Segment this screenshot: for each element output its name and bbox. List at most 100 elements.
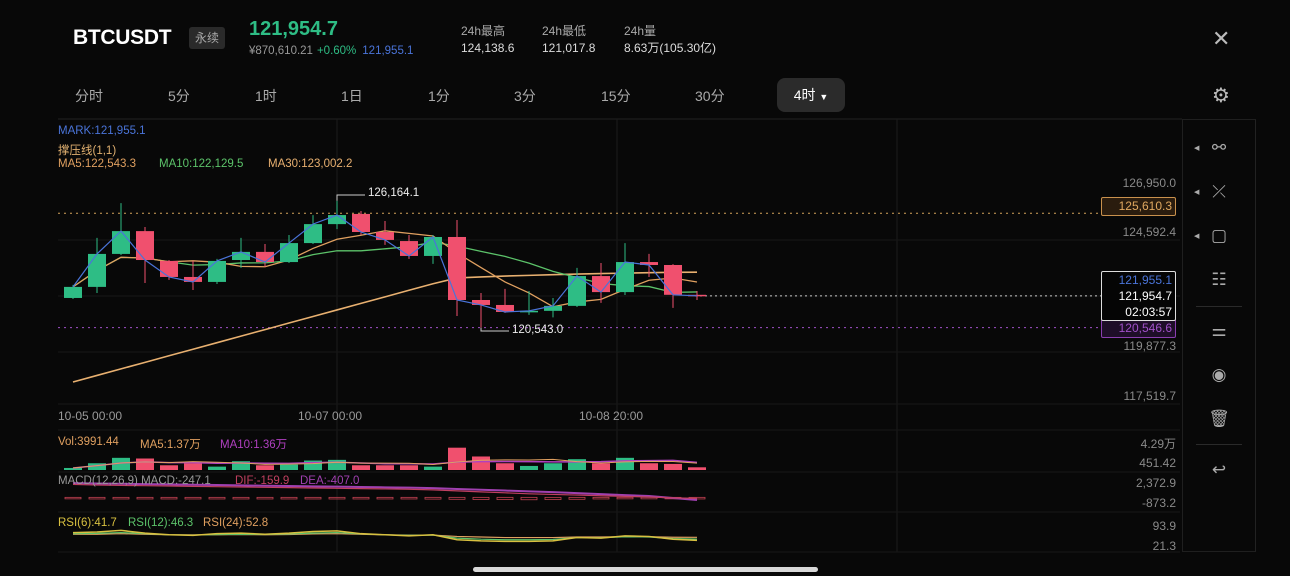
vol-ma5-legend: MA5:1.37万: [140, 439, 201, 451]
candle-body: [568, 276, 586, 306]
volume-bar: [232, 461, 250, 470]
macd-histogram-bar: [112, 496, 130, 500]
stat-label: 24h最低: [542, 24, 587, 38]
trend-line-icon[interactable]: ⚯: [1211, 138, 1227, 157]
high-annotation: 126,164.1: [368, 187, 420, 199]
toolbar-divider: [1196, 306, 1242, 307]
tab-1d[interactable]: 1日: [341, 88, 363, 104]
candle-body: [160, 260, 178, 277]
time-label: 10-05 00:00: [58, 409, 123, 423]
tab-3m[interactable]: 3分: [514, 88, 536, 104]
gear-icon[interactable]: ⚙: [1212, 85, 1230, 107]
volume-bar: [496, 463, 514, 470]
candle-body: [328, 215, 346, 225]
indicator-layout-icon[interactable]: ⚌: [1211, 321, 1227, 340]
macd-histogram-bar: [208, 496, 226, 500]
resistance-price-tag: 125,610.3: [1101, 197, 1176, 216]
macd-histogram-bar: [544, 496, 562, 501]
tab-1h[interactable]: 1时: [255, 88, 277, 104]
drawing-toolbar: [1182, 119, 1256, 552]
candle-body: [376, 232, 394, 240]
volume-bar: [568, 459, 586, 470]
candle-body: [472, 299, 490, 305]
home-indicator[interactable]: [473, 567, 818, 572]
candle-body: [616, 262, 634, 293]
candle-body: [592, 276, 610, 293]
undo-icon[interactable]: ↩: [1211, 460, 1227, 479]
support-price-tag: 120,546.6: [1101, 319, 1176, 338]
mark-price: 121,955.1: [362, 45, 414, 57]
volume-bar: [664, 463, 682, 470]
expand-triangle-icon[interactable]: ◀: [1194, 233, 1200, 240]
candle-body: [232, 251, 250, 261]
volume-bar: [688, 467, 706, 470]
macd-histogram-bar: [496, 496, 514, 501]
caret-down-icon: ▼: [819, 92, 829, 102]
macd-histogram-bar: [424, 496, 442, 500]
candle-body: [304, 224, 322, 244]
macd-histogram-bar: [592, 496, 610, 500]
volume-bar: [256, 465, 274, 470]
ma5-legend: MA5:122,543.3: [58, 158, 137, 170]
tab-timeline[interactable]: 分时: [75, 88, 103, 104]
expand-triangle-icon[interactable]: ◀: [1194, 189, 1200, 196]
trash-icon[interactable]: 🗑: [1208, 409, 1230, 428]
low-annotation-connector: [480, 327, 509, 332]
macd-histogram-bar: [616, 496, 634, 500]
last-price: 121,954.7: [249, 18, 338, 40]
macd-histogram-bar: [88, 496, 106, 500]
vol-ma5-line: [72, 458, 698, 469]
price-tick: 119,877.3: [1123, 339, 1177, 353]
volume-bar: [112, 457, 130, 470]
rectangle-icon[interactable]: ▢: [1210, 226, 1228, 245]
volume-bar: [520, 465, 538, 470]
price-tick: 117,519.7: [1123, 389, 1177, 403]
macd-histogram-bar: [352, 496, 370, 500]
macd-histogram-bar: [184, 496, 202, 500]
tab-5m[interactable]: 5分: [168, 88, 190, 104]
candle-body: [520, 310, 538, 313]
dif-legend: DIF:-159.9: [235, 475, 290, 487]
rsi6-legend: RSI(6):41.7: [58, 517, 117, 529]
rsi-tick: 93.9: [1152, 519, 1176, 533]
macd-tick: -873.2: [1141, 496, 1176, 510]
stat-label: 24h量: [624, 24, 657, 38]
macd-histogram-bar: [520, 496, 538, 501]
volume-bar: [64, 467, 82, 470]
volume-bar: [448, 447, 466, 470]
macd-histogram-bar: [136, 496, 154, 500]
macd-histogram-bar: [568, 496, 586, 500]
tab-4h-dropdown[interactable]: 4时 ▼: [777, 78, 845, 112]
tab-4h-label: 4时: [793, 87, 816, 103]
volume-bar: [88, 463, 106, 470]
eye-icon[interactable]: ◉: [1211, 365, 1227, 384]
candle-body: [352, 213, 370, 233]
volume-bar: [280, 464, 298, 470]
symbol-title[interactable]: BTCUSDT: [73, 26, 172, 49]
rsi-tick: 21.3: [1152, 539, 1176, 553]
close-icon[interactable]: ✕: [1212, 26, 1231, 51]
volume-bar: [424, 466, 442, 470]
stat-24h-volume: 24h量 8.63万(105.30亿): [624, 23, 716, 57]
tab-1m[interactable]: 1分: [428, 88, 450, 104]
low-annotation: 120,543.0: [512, 324, 564, 336]
volume-bar: [352, 465, 370, 470]
indicator-settings-icon[interactable]: ☷: [1211, 270, 1227, 289]
volume-bar: [184, 463, 202, 470]
volume-bar: [304, 460, 322, 470]
cross-line-icon[interactable]: ⤫: [1212, 182, 1226, 201]
last-price-value: 121,954.7: [1118, 289, 1172, 303]
macd-histogram-bar: [64, 496, 82, 500]
candle-body: [184, 276, 202, 282]
volume-bar: [160, 465, 178, 470]
expand-triangle-icon[interactable]: ◀: [1194, 145, 1200, 152]
volume-bar: [400, 465, 418, 470]
ma30-line: [72, 271, 698, 383]
high-annotation-connector: [336, 194, 365, 201]
tab-15m[interactable]: 15分: [601, 88, 631, 104]
macd-histogram-bar: [280, 496, 298, 500]
mark-price-tag: 121,955.1: [1118, 273, 1172, 287]
tab-30m[interactable]: 30分: [695, 88, 725, 104]
candle-body: [664, 264, 682, 295]
